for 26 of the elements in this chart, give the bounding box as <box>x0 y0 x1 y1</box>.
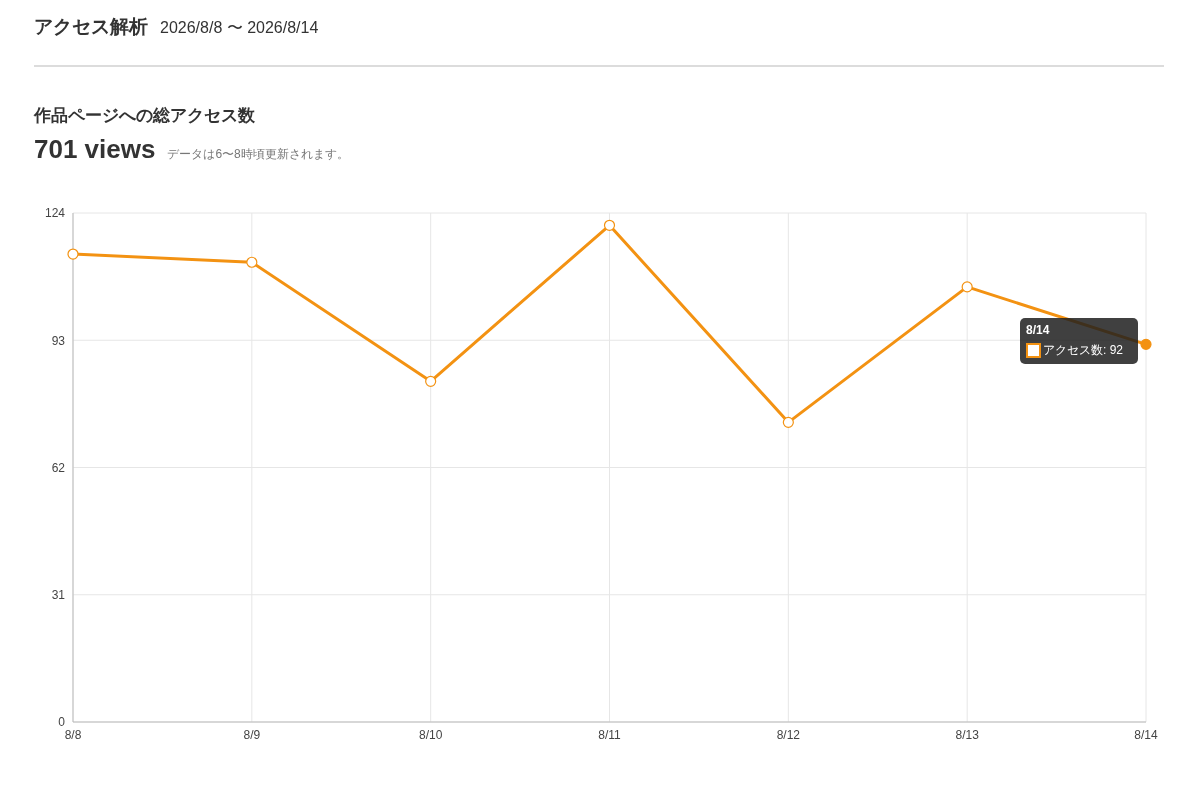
chart-subtitle: 2026/8/8 〜 2026/8/14 <box>160 18 319 38</box>
y-tick-label: 124 <box>44 206 66 221</box>
x-tick-label: 8/13 <box>955 727 980 742</box>
annotation: 8/14 <box>1026 323 1051 338</box>
y-tick-label: 31 <box>51 588 66 603</box>
x-tick-label: 8/11 <box>598 727 622 742</box>
point <box>425 375 437 387</box>
y-tick-label: 93 <box>51 333 66 348</box>
point <box>67 248 79 260</box>
point <box>961 281 973 293</box>
text: 作品ページへの総アクセス数 <box>34 105 255 127</box>
x-tick-label: 8/14 <box>1134 727 1158 742</box>
point <box>1140 338 1152 350</box>
y-tick-label: 62 <box>51 460 66 475</box>
annotation: アクセス数: 92 <box>1043 342 1124 360</box>
point <box>246 256 258 268</box>
x-tick-label: 8/12 <box>776 727 801 742</box>
point <box>603 219 616 231</box>
x-tick-label: 8/10 <box>418 727 443 742</box>
text: 701 views <box>34 134 156 165</box>
x-tick-label: 8/9 <box>243 727 261 742</box>
x-tick-label: 8/8 <box>64 727 82 742</box>
text: データは6〜8時頃更新されます。 <box>167 146 349 163</box>
chart-title: アクセス解析 <box>34 15 148 39</box>
point <box>782 416 794 428</box>
y-tick-label: 0 <box>58 715 66 730</box>
